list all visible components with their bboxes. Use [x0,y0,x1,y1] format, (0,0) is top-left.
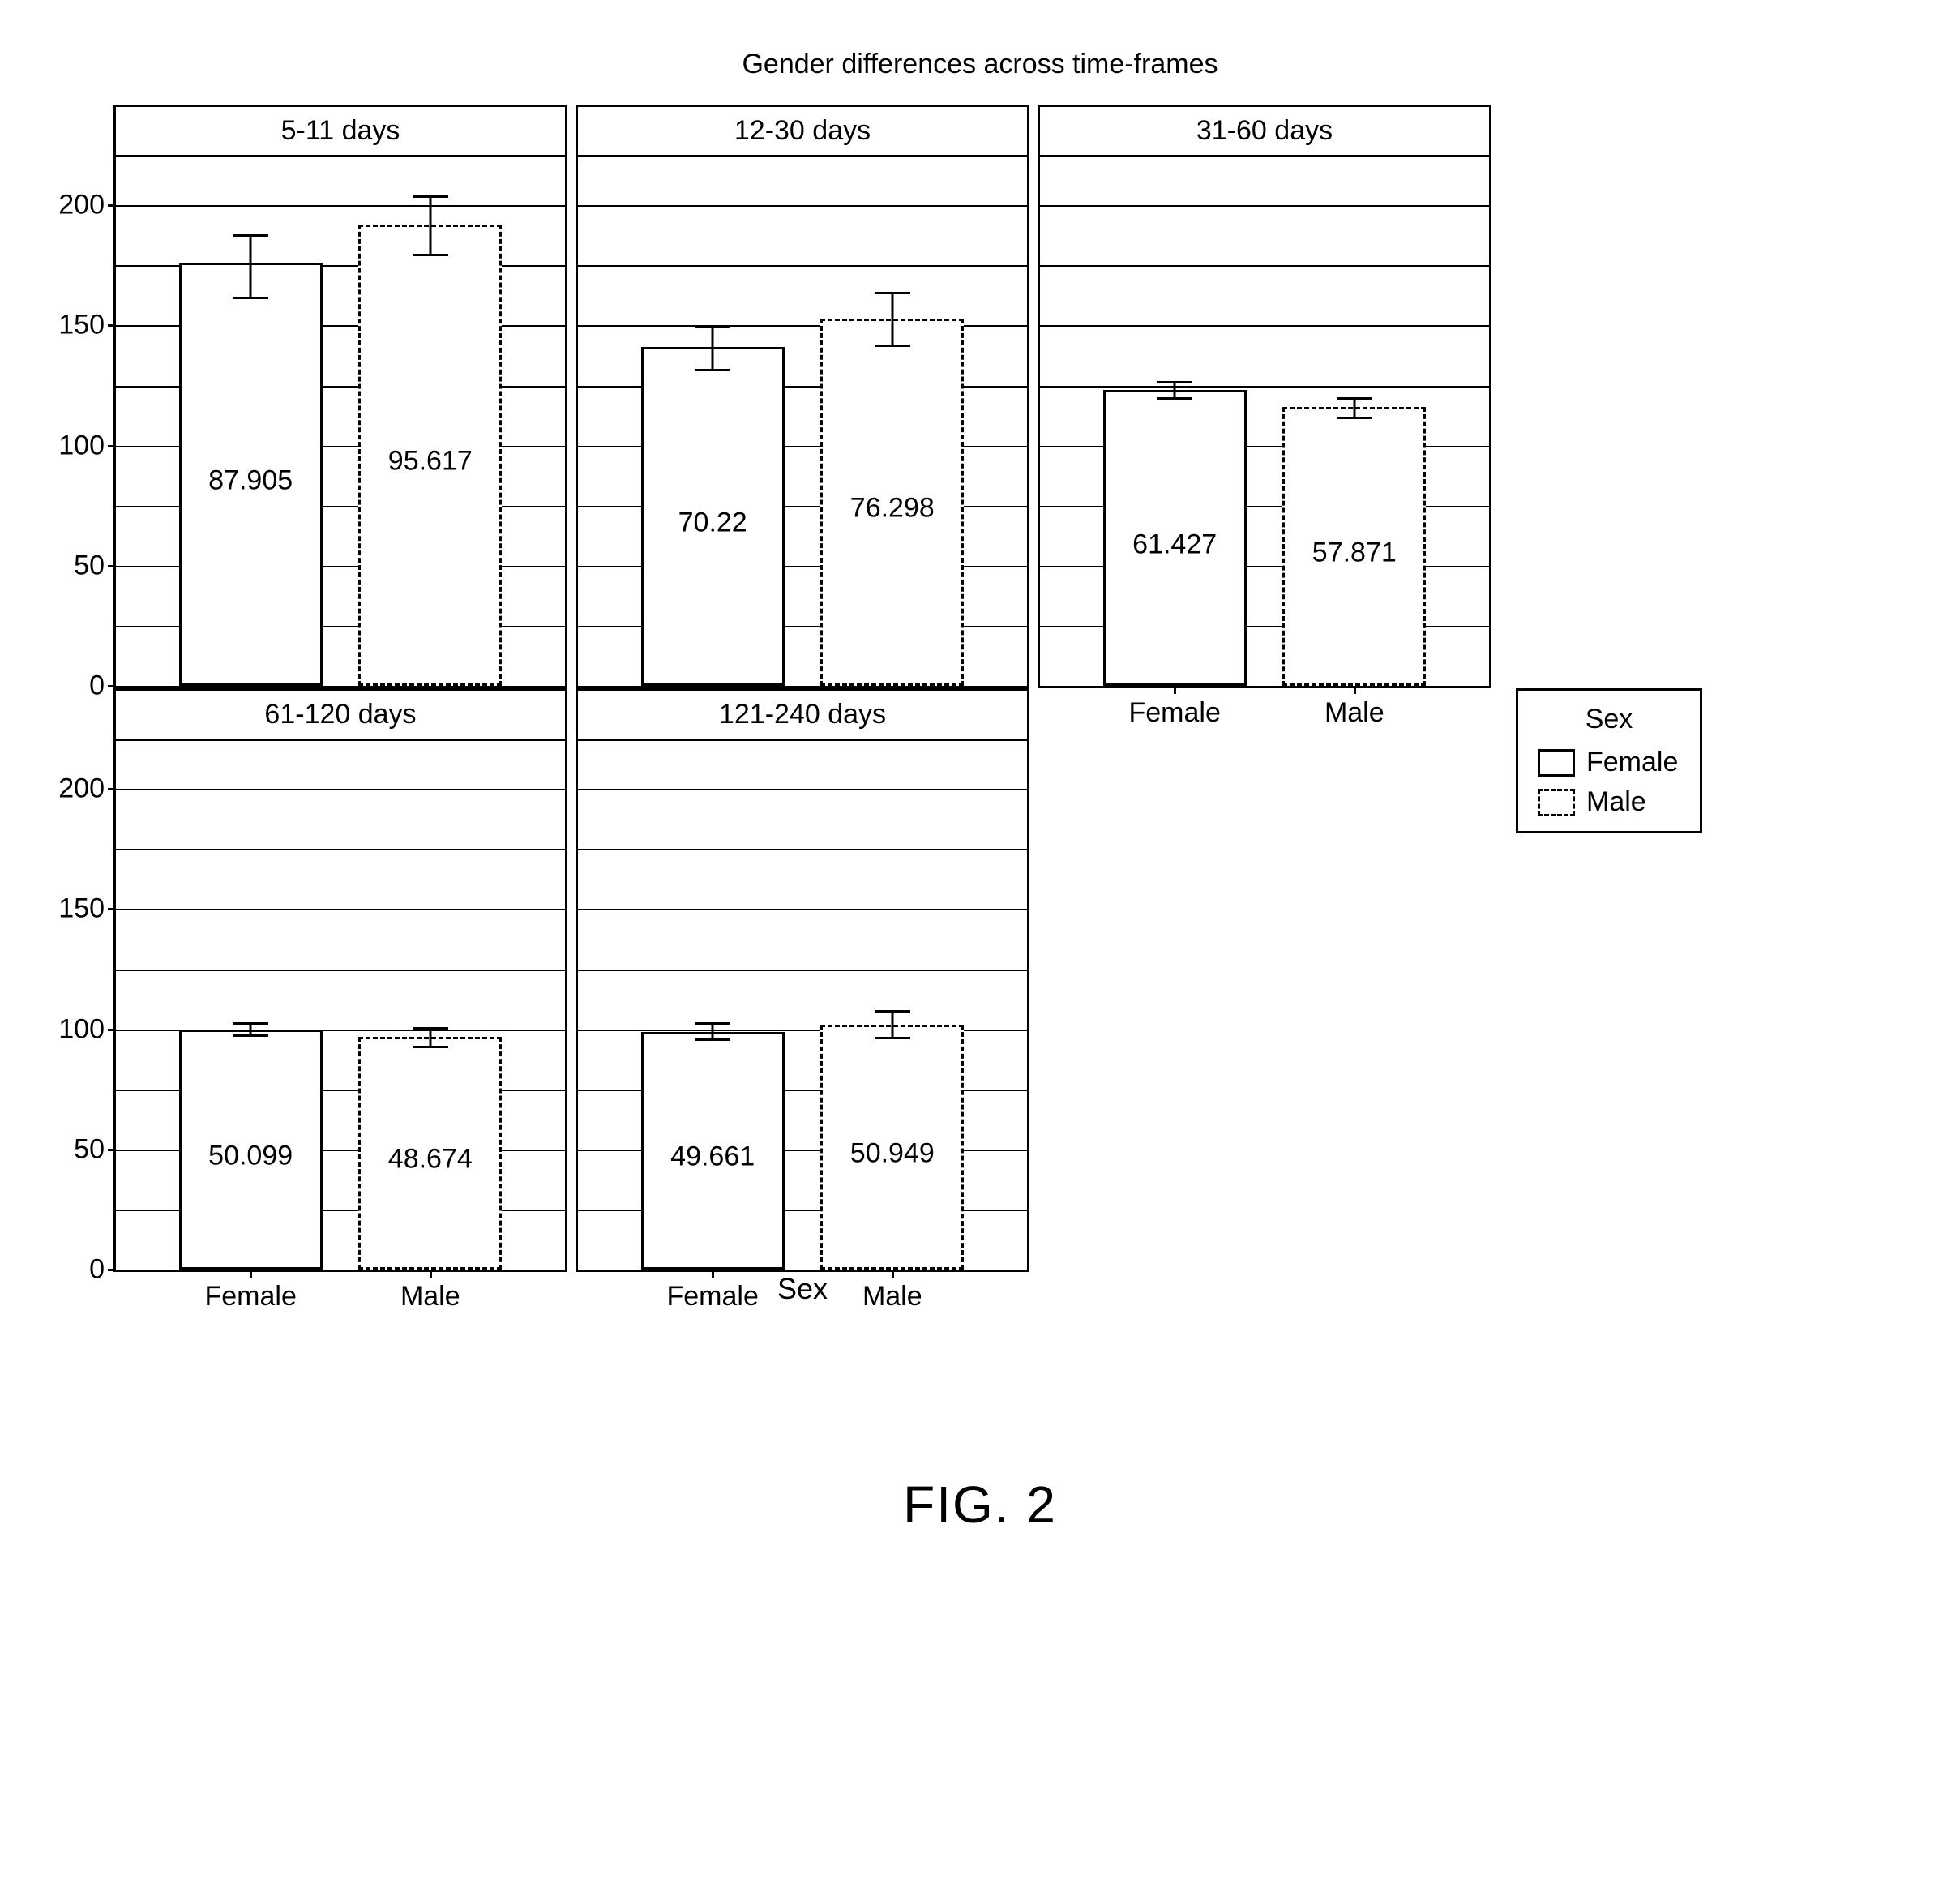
bar-value-label: 49.661 [644,1141,782,1173]
x-tick-mark [250,1270,252,1278]
panel-31-60-days: 31-60 days61.42757.871FemaleMale [1038,105,1491,688]
grid-line [116,849,565,850]
chart-title: Gender differences across time-frames [32,49,1928,80]
y-tick-label: 100 [58,430,105,461]
y-tick-label: 0 [89,1254,105,1286]
y-tick-label: 150 [58,310,105,341]
bar-value-label: 50.099 [182,1140,320,1171]
bar-value-label: 76.298 [823,493,961,525]
x-tick-mark [1354,686,1356,694]
legend-item-female: Female [1538,747,1680,778]
legend-swatch-male [1538,789,1575,816]
y-tick-label: 150 [58,893,105,925]
x-tick-mark [430,1270,432,1278]
grid-line [578,789,1027,790]
y-tick-mark [108,908,116,910]
panel-strip: 31-60 days [1040,107,1489,157]
panel-grid: Sex Female Male Sex 5-11 days 0 50 100 150 20… [32,105,1928,1345]
y-tick-mark [108,1149,116,1151]
y-tick-mark [108,565,116,567]
grid-line [578,265,1027,267]
grid-line [1040,386,1489,388]
bar-value-label: 57.871 [1285,537,1423,568]
grid-line [1040,325,1489,327]
bar-value-label: 50.949 [823,1137,961,1169]
bar-male: 57.871 [1282,407,1426,686]
grid-line [116,789,565,790]
bar-male: 50.949 [820,1025,964,1270]
panel-121-240-days: 121-240 days49.66150.949FemaleMale [576,688,1029,1272]
grid-line [1040,205,1489,207]
legend-label-male: Male [1586,786,1646,818]
plot-area: 05010015020087.90595.617 [116,157,565,686]
x-tick-label: Male [1324,697,1384,729]
grid-line [116,909,565,910]
x-tick-label: Female [205,1281,297,1312]
panel-strip: 121-240 days [578,691,1027,741]
y-tick-label: 200 [58,773,105,805]
x-axis-title-cell: Sex [113,1272,1491,1306]
grid-line [578,909,1027,910]
panel-strip: 5-11 days [116,107,565,157]
grid-line [116,970,565,971]
legend-item-male: Male [1538,786,1680,818]
y-tick-mark [108,324,116,327]
grid-line [578,970,1027,971]
x-tick-label: Male [400,1281,460,1312]
x-tick-label: Female [667,1281,759,1312]
bar-female: 49.661 [641,1032,785,1270]
figure: Gender differences across time-frames Se… [32,49,1928,1535]
y-tick-label: 100 [58,1013,105,1045]
grid-line [1040,265,1489,267]
y-tick-mark [108,1269,116,1271]
bar-female: 87.905 [179,263,323,686]
panel-strip: 61-120 days [116,691,565,741]
y-tick-mark [108,445,116,447]
y-tick-label: 0 [89,670,105,702]
y-tick-label: 50 [74,550,105,581]
bar-female: 70.22 [641,347,785,686]
y-tick-label: 200 [58,190,105,221]
panel-5-11-days: 5-11 days05010015020087.90595.617 [113,105,567,688]
x-tick-label: Female [1129,697,1221,729]
x-tick-mark [712,1270,714,1278]
legend-cell: Sex Female Male [1500,688,1727,833]
legend: Sex Female Male [1516,688,1702,833]
legend-swatch-female [1538,749,1575,777]
plot-area: 49.66150.949FemaleMale [578,741,1027,1270]
panel-61-120-days: 61-120 days05010015020050.09948.674Femal… [113,688,567,1272]
y-tick-mark [108,788,116,790]
bar-male: 76.298 [820,319,964,686]
x-tick-mark [892,1270,894,1278]
bar-male: 95.617 [358,225,502,686]
plot-area: 05010015020050.09948.674FemaleMale [116,741,565,1270]
panel-strip: 12-30 days [578,107,1027,157]
legend-title: Sex [1538,704,1680,735]
y-tick-mark [108,1029,116,1031]
y-tick-label: 50 [74,1133,105,1165]
x-tick-mark [1174,686,1176,694]
x-tick-label: Male [862,1281,922,1312]
grid-line [578,849,1027,850]
bar-value-label: 95.617 [361,446,499,477]
figure-caption: FIG. 2 [32,1475,1928,1535]
bar-value-label: 70.22 [644,507,782,538]
bar-value-label: 48.674 [361,1144,499,1175]
legend-label-female: Female [1586,747,1678,778]
bar-value-label: 87.905 [182,465,320,497]
grid-line [578,205,1027,207]
grid-line [116,205,565,207]
bar-value-label: 61.427 [1106,529,1244,560]
plot-area: 61.42757.871FemaleMale [1040,157,1489,686]
y-tick-mark [108,204,116,207]
plot-area: 70.22 76.298 [578,157,1027,686]
x-axis-title: Sex [777,1272,828,1306]
panel-12-30-days: 12-30 days 70.22 76.298 [576,105,1029,688]
bar-male: 48.674 [358,1037,502,1270]
bar-female: 50.099 [179,1030,323,1270]
bar-female: 61.427 [1103,390,1247,686]
y-tick-mark [108,685,116,687]
